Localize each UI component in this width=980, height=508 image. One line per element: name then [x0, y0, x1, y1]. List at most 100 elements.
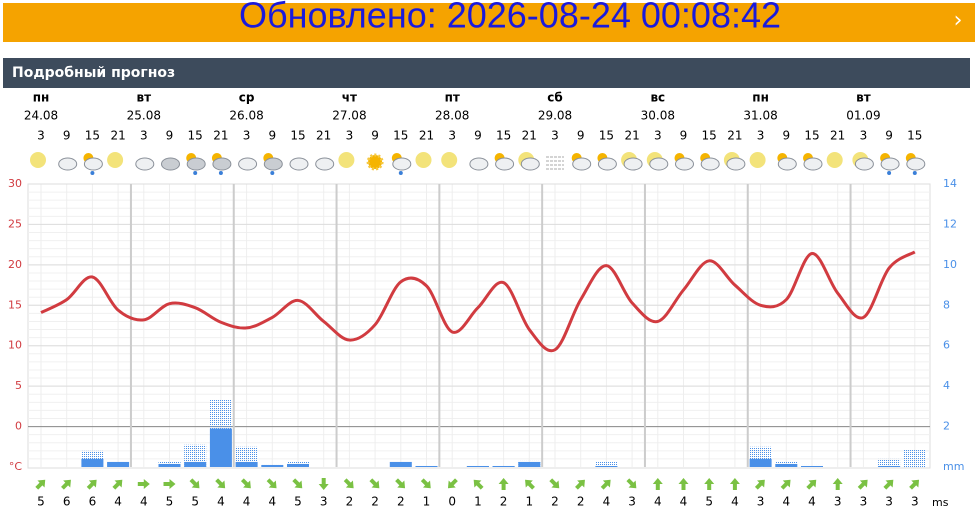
weather-icon [700, 153, 720, 171]
y-tick-label: 0 [15, 420, 22, 433]
y2-tick-label: 12 [943, 217, 957, 230]
arrow-shape [729, 478, 740, 490]
arrow-shape [883, 479, 894, 490]
cloud [469, 157, 489, 171]
day-date: 29.08 [538, 109, 572, 123]
weather-icon [338, 152, 355, 168]
arrow-shape [678, 478, 689, 490]
weather-icon [135, 157, 155, 171]
drop [887, 171, 892, 175]
day-name: вт [856, 91, 871, 105]
precip-bar [749, 458, 772, 467]
arrow-shape [600, 479, 611, 490]
moon [107, 152, 124, 168]
wind-speed: 6 [89, 495, 97, 508]
wind-arrow [525, 479, 535, 490]
precip-bar [184, 461, 207, 467]
wind-arrow [754, 479, 765, 490]
wind-speed: 3 [911, 495, 919, 508]
moon [30, 152, 46, 168]
precip-max-bar [184, 444, 207, 467]
cloud [906, 157, 926, 171]
arrow-shape [447, 478, 458, 489]
wind-arrow [215, 478, 226, 489]
wind-arrow [395, 478, 406, 489]
weather-icon [546, 156, 564, 170]
wind-speed: 3 [628, 495, 636, 508]
hour-label: 3 [654, 129, 662, 143]
hour-label: 3 [243, 129, 251, 143]
arrow-shape [909, 479, 920, 490]
wind-speed: 5 [705, 495, 713, 508]
wind-arrow [549, 478, 560, 489]
wind-speed: 3 [860, 495, 868, 508]
hour-label: 3 [37, 129, 45, 143]
day-name: сб [547, 91, 563, 105]
cloud [212, 157, 232, 171]
hour-label: 15 [702, 129, 717, 143]
hour-label: 3 [551, 129, 559, 143]
cloud [520, 157, 540, 171]
wind-speed: 3 [320, 495, 328, 508]
wind-speed: 5 [294, 495, 302, 508]
drop [912, 171, 917, 175]
wind-arrow [112, 479, 123, 490]
wind-arrow [35, 479, 46, 490]
banner-text: Обновлено: 2026-08-24 00:08:42 [239, 0, 781, 36]
arrow-shape [292, 478, 303, 489]
arrow-shape [754, 479, 765, 490]
arrow-shape [163, 479, 176, 489]
hour-label: 15 [496, 129, 511, 143]
arrow-shape [832, 478, 843, 490]
wind-speed: 1 [525, 495, 533, 508]
arrow-shape [240, 478, 251, 489]
hour-label: 3 [860, 129, 868, 143]
weather-icon [469, 157, 489, 171]
wind-speed: 4 [680, 495, 688, 508]
hour-label: 9 [680, 129, 688, 143]
hour-label: 21 [727, 129, 742, 143]
weather-icon [211, 153, 232, 175]
hour-label: 3 [346, 129, 354, 143]
day-name: пн [33, 91, 50, 105]
wind-arrow [626, 478, 637, 489]
arrow-shape [420, 478, 431, 489]
weather-icon [315, 157, 335, 171]
weather-icon [777, 153, 797, 171]
chevron[interactable]: › [954, 8, 963, 33]
precip-bar [775, 463, 798, 467]
arrow-shape [806, 479, 817, 490]
y2-unit: mm [943, 460, 964, 473]
wind-arrow [473, 479, 484, 490]
wind-arrow [832, 478, 843, 490]
weather-icon [597, 153, 617, 171]
wind-speed: 4 [243, 495, 251, 508]
hour-label: 21 [316, 129, 331, 143]
wind-arrow [292, 478, 303, 489]
wind-speed: 2 [577, 495, 585, 508]
cloud [649, 157, 669, 171]
hour-label: 9 [782, 129, 790, 143]
moon [826, 152, 843, 168]
moon [749, 152, 766, 168]
y-tick-label: 15 [8, 298, 22, 311]
precip-bar [415, 465, 438, 467]
wind-arrow [189, 478, 200, 489]
day-date: 28.08 [435, 109, 469, 123]
moon [338, 152, 355, 168]
weather-icon [238, 157, 258, 171]
weather-icon [263, 153, 283, 175]
day-name: пн [752, 91, 769, 105]
precip-max-bar [878, 458, 901, 467]
hour-label: 15 [599, 129, 614, 143]
hour-label: 15 [188, 129, 203, 143]
wind-arrow [806, 479, 817, 490]
weather-icon [621, 152, 643, 171]
arrow-shape [61, 479, 71, 490]
wind-arrow [61, 479, 71, 490]
sun [366, 153, 384, 171]
y2-tick-label: 10 [943, 258, 957, 271]
arrow-shape [473, 479, 484, 490]
cloud [777, 157, 797, 171]
wind-arrow [447, 478, 458, 489]
